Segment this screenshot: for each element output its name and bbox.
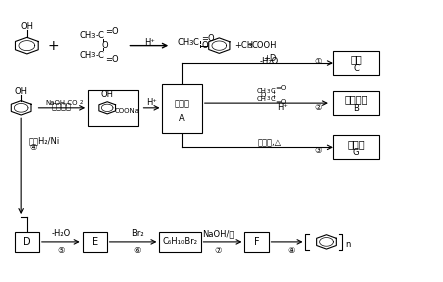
Text: ③: ③ xyxy=(314,146,322,155)
Text: 香料: 香料 xyxy=(350,54,362,64)
Text: C: C xyxy=(271,96,275,102)
Text: C: C xyxy=(193,38,198,47)
Text: ④: ④ xyxy=(29,144,36,152)
Text: G: G xyxy=(353,148,359,157)
FancyBboxPatch shape xyxy=(163,84,202,133)
Text: F: F xyxy=(254,237,259,247)
Text: NaOH,CO: NaOH,CO xyxy=(46,100,78,106)
Text: 3: 3 xyxy=(267,96,271,102)
Text: ⑦: ⑦ xyxy=(214,246,222,255)
Text: COONa: COONa xyxy=(115,108,140,114)
Text: n: n xyxy=(346,240,351,249)
Text: =O: =O xyxy=(105,27,119,36)
Text: ⑤: ⑤ xyxy=(57,246,65,255)
Text: +CH: +CH xyxy=(234,41,253,50)
Text: CH: CH xyxy=(79,32,92,40)
Text: 水杨酸: 水杨酸 xyxy=(175,99,190,108)
FancyBboxPatch shape xyxy=(82,232,107,252)
FancyBboxPatch shape xyxy=(333,135,379,159)
Text: =O: =O xyxy=(105,55,119,64)
Text: NaOH/醇: NaOH/醇 xyxy=(202,229,234,238)
Text: =O: =O xyxy=(276,99,287,105)
Text: 阿司匹林: 阿司匹林 xyxy=(344,94,368,104)
Text: Br₂: Br₂ xyxy=(131,229,144,238)
Text: D: D xyxy=(23,237,31,247)
Text: C: C xyxy=(353,63,359,72)
FancyBboxPatch shape xyxy=(15,232,39,252)
FancyBboxPatch shape xyxy=(333,51,379,75)
Text: O: O xyxy=(261,92,266,98)
Text: -C: -C xyxy=(96,51,105,60)
Text: -C: -C xyxy=(96,32,105,40)
Text: OH: OH xyxy=(101,90,114,99)
Text: H⁺: H⁺ xyxy=(144,38,155,47)
Text: ⑧: ⑧ xyxy=(288,246,295,255)
Text: OH: OH xyxy=(20,22,33,31)
Text: 一定条件: 一定条件 xyxy=(52,102,72,111)
FancyBboxPatch shape xyxy=(245,232,268,252)
Text: 3: 3 xyxy=(267,89,271,94)
Text: OH: OH xyxy=(15,87,27,96)
Text: H⁺: H⁺ xyxy=(277,103,288,112)
Text: 足量H₂/Ni: 足量H₂/Ni xyxy=(29,136,60,146)
Text: -H₂O: -H₂O xyxy=(51,229,70,238)
Text: 浓硫酸,△: 浓硫酸,△ xyxy=(257,138,282,147)
Text: -H₂O: -H₂O xyxy=(260,58,279,67)
Text: B: B xyxy=(353,104,359,113)
Text: =O: =O xyxy=(276,85,287,91)
Text: +D: +D xyxy=(263,54,276,63)
Text: 3: 3 xyxy=(91,52,95,58)
Text: +: + xyxy=(47,39,59,53)
Text: 3: 3 xyxy=(248,43,252,49)
Text: ②: ② xyxy=(314,103,322,112)
Text: ⑥: ⑥ xyxy=(133,246,141,255)
FancyBboxPatch shape xyxy=(333,91,379,115)
Text: C: C xyxy=(271,88,275,94)
Text: CH: CH xyxy=(256,88,267,94)
Text: CH: CH xyxy=(178,38,190,47)
Text: 3: 3 xyxy=(91,33,95,39)
Text: C₆H₁₀Br₂: C₆H₁₀Br₂ xyxy=(163,237,198,246)
FancyBboxPatch shape xyxy=(88,90,138,126)
Text: 缩聚物: 缩聚物 xyxy=(347,139,365,149)
Text: E: E xyxy=(92,237,98,247)
Text: CH: CH xyxy=(256,96,267,102)
Text: CH: CH xyxy=(79,51,92,60)
Text: =O: =O xyxy=(202,34,215,43)
Text: COOH: COOH xyxy=(252,41,277,50)
Text: A: A xyxy=(179,114,185,123)
Text: 3: 3 xyxy=(188,40,193,46)
Text: 2: 2 xyxy=(79,100,83,105)
Text: O: O xyxy=(101,41,108,50)
Text: O: O xyxy=(202,41,208,50)
FancyBboxPatch shape xyxy=(159,232,201,252)
Text: ①: ① xyxy=(314,58,322,67)
Text: H⁺: H⁺ xyxy=(146,98,157,107)
